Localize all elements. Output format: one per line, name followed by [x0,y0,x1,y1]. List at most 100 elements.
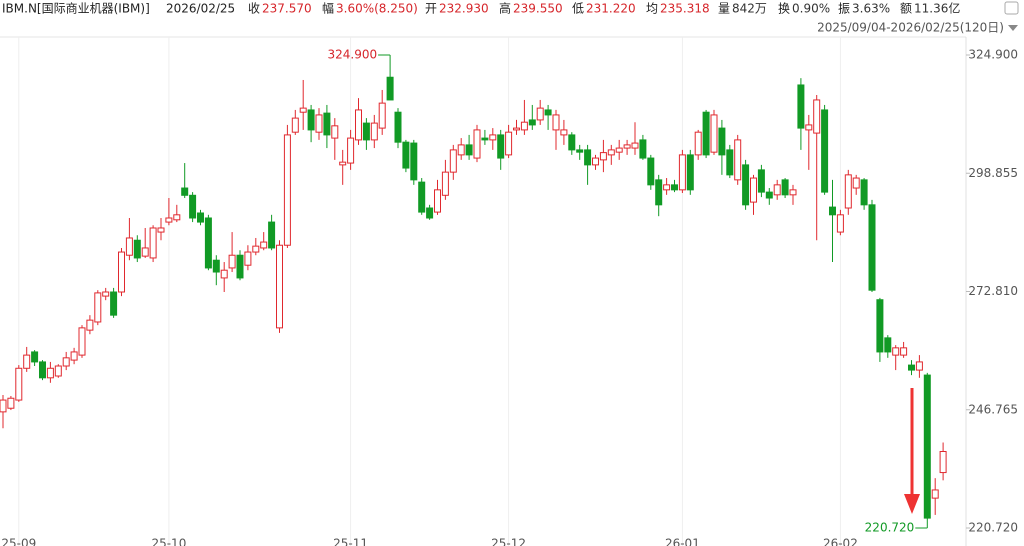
candle-body [118,251,125,293]
field-value: 842万 [732,2,767,16]
candle-body [497,134,505,159]
candle-body [536,107,544,121]
candle-body [915,361,923,371]
candle-body [331,125,339,139]
candle-body [133,239,141,259]
candle-body [710,114,718,153]
candle-body [307,109,315,131]
max-annotation: 324.900 [327,48,377,62]
candle-body [441,171,449,196]
y-tick-label: 246.765 [968,402,1018,416]
candle-body [149,227,157,259]
candle-body [757,169,765,193]
candle-body [671,184,678,191]
arrow-head [904,494,920,514]
candle-body [39,361,46,379]
field-label: 换 [778,2,790,16]
candle-body [560,129,568,136]
candle-body [797,84,805,129]
settings-icon[interactable] [1004,1,1019,15]
candle-body [678,154,686,191]
candle-body [173,214,181,221]
candle-body [765,191,773,199]
candle-body [315,114,323,133]
candle-body [299,107,307,113]
date: 2026/02/25 [166,2,235,16]
candle-body [434,189,441,213]
candle-body [204,217,212,269]
field-value: 232.930 [439,2,489,16]
field-label: 振 [838,2,850,16]
candle-body [513,127,520,131]
field-value: 11.36亿 [914,1,960,16]
candle-body [449,149,457,173]
candle-body [197,212,204,223]
candle-body [505,131,513,156]
candle-body [78,327,86,356]
field-value: 235.318 [660,2,710,16]
candle-body [615,147,623,153]
x-tick-label: 25-12 [491,537,526,546]
candle-body [781,179,789,196]
candle-body [244,251,252,266]
candle-body [829,206,836,216]
quote-fields: 收 237.570 幅 3.60%(8.250) 开 232.930 高 239.550 低 23… [248,1,960,16]
candle-body [165,217,173,223]
candle-body [631,142,639,149]
candle-body [639,139,647,159]
candle-body [489,134,497,141]
field-label: 幅 [322,1,334,16]
candle-body [268,221,276,249]
x-tick-label: 25-10 [151,537,186,546]
candle-body [908,364,915,371]
candle-body [102,291,110,297]
candle-body [647,157,655,186]
candle-body [655,179,663,206]
candle-body [220,269,228,279]
candle-body [805,124,813,131]
candle-body [860,179,868,206]
candle-body [252,245,260,253]
candle-body [844,174,852,209]
y-tick-label: 298.855 [968,166,1018,180]
field-label: 均 [646,2,658,16]
range-dropdown[interactable] [1008,25,1018,31]
x-tick-label: 26-01 [665,537,700,546]
candle-body [394,111,402,143]
candle-body [402,141,410,169]
candle-body [773,184,781,196]
candle-body [520,121,528,131]
candle-body [283,134,291,246]
x-tick-label: 25-11 [333,537,368,546]
candle-body [900,347,908,356]
candle-body [212,259,220,273]
candle-body [686,154,694,191]
candle-body [70,351,78,361]
candle-body [291,117,299,133]
candle-body [876,299,884,353]
field-label: 开 [425,2,437,16]
candle-body [15,367,23,401]
candle-body [181,187,189,196]
range-label: 2025/09/04-2026/02/25(120日) [817,21,1004,35]
candle-body [528,119,536,126]
candle-body [339,161,347,166]
candle-body [465,144,473,156]
candle-body [892,347,900,356]
y-tick-label: 324.900 [968,48,1018,62]
candle-body [228,254,236,269]
candle-body [923,374,931,519]
candle-body [378,102,386,129]
x-tick-label: 25-09 [1,537,36,546]
candle-body [94,292,102,323]
candle-body [86,319,94,331]
candle-body [694,131,702,156]
y-tick-label: 220.720 [968,521,1018,535]
candle-body [125,237,133,256]
candle-body [386,76,394,101]
candle-body [23,354,31,369]
candle-body [410,142,418,181]
candle-body [939,450,947,474]
